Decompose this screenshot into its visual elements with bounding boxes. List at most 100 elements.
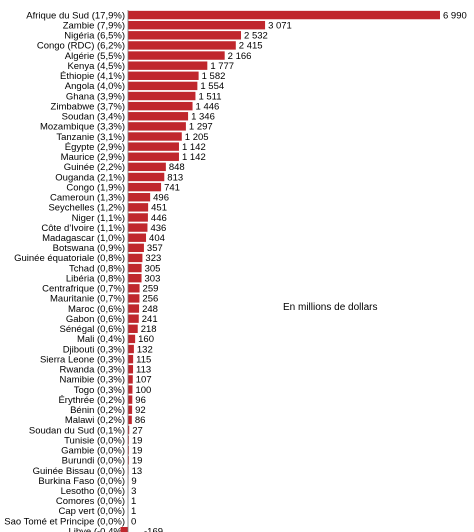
bar [128,243,144,253]
category-label: Gabon (0,6%) [66,314,125,325]
bar [128,10,440,20]
category-label: Guinée équatoriale (0,8%) [14,253,125,264]
value-label: 323 [145,253,161,264]
value-label: 96 [135,395,146,406]
value-label: 357 [147,243,163,254]
value-label: 1 582 [202,71,226,82]
category-label: Angola (4,0%) [65,81,125,92]
bar [128,425,130,435]
category-label: Zambie (7,9%) [63,20,125,31]
category-label: Nigéria (6,5%) [64,31,125,42]
category-label: Seychelles (1,2%) [48,203,125,214]
bar [128,172,165,182]
category-label: Bénin (0,2%) [70,405,125,416]
value-label: 3 [131,486,136,497]
value-label: 27 [132,425,143,436]
bar [128,193,151,202]
bar [128,314,139,323]
category-label: Soudan (3,4%) [62,112,125,123]
category-label: Algérie (5,5%) [65,51,125,62]
category-label: Burundi (0,0%) [62,456,125,467]
value-label: 813 [167,172,183,183]
category-label: Tchad (0,8%) [69,263,125,274]
bar [128,263,142,273]
category-label: Gambie (0,0%) [61,446,125,457]
category-label: Éthiopie (4,1%) [60,71,125,82]
bar [128,20,266,30]
value-label: 19 [132,435,143,446]
category-label: Mauritanie (0,7%) [50,294,125,305]
bar [128,375,133,384]
bar [128,142,179,151]
category-label: Botswana (0,9%) [53,243,125,254]
unit-annotation: En millions de dollars [283,302,378,313]
category-label: Malawi (0,2%) [65,415,125,426]
value-label: 436 [150,223,166,234]
bar [128,122,186,131]
bar [128,112,189,121]
value-label: 3 071 [268,20,292,31]
bar [128,456,129,465]
value-label: 241 [142,314,158,325]
value-label: 305 [145,263,161,274]
bar [120,526,128,532]
value-label: 92 [135,405,146,416]
bar [128,324,138,333]
category-label: Mali (0,4%) [77,334,125,345]
value-label: 13 [132,466,143,477]
category-label: Guinée Bissau (0,0%) [33,466,125,477]
category-label: Côte d'Ivoire (1,1%) [41,223,125,234]
bar [128,446,129,455]
category-label: Ouganda (2,1%) [55,172,125,183]
category-label: Togo (0,3%) [74,385,125,396]
value-label: 1 554 [200,81,224,92]
category-label: Mozambique (3,3%) [40,122,125,133]
value-label: 256 [142,294,158,305]
bar [128,71,199,80]
bar [128,203,149,212]
value-label: 100 [135,385,151,396]
value-label: 259 [143,284,159,295]
category-label: Libye (-0,4%) [69,526,126,532]
category-label: Centrafrique (0,7%) [42,284,125,295]
bar [128,304,140,313]
bar [128,284,140,293]
bar [128,253,143,263]
category-label: Afrique du Sud (17,9%) [26,10,125,21]
value-label: 19 [132,446,143,457]
category-label: Maurice (2,9%) [61,152,125,163]
bar [128,182,162,192]
category-label: Sierra Leone (0,3%) [40,354,125,365]
value-label: 86 [135,415,146,426]
bar [128,354,134,364]
value-label: 160 [138,334,154,345]
category-label: Sao Tomé et Principe (0,0%) [4,516,125,527]
value-label: 741 [164,182,180,193]
value-label: 2 166 [228,51,252,62]
category-label: Érythrée (0,2%) [58,395,125,406]
value-label: 1 [131,506,136,517]
value-label: 446 [151,213,167,224]
category-label: Cap vert (0,0%) [58,506,125,517]
category-label: Guinée (2,2%) [64,162,125,173]
bar [128,385,133,394]
bar [128,91,196,101]
bar [128,61,208,70]
category-label: Burkina Faso (0,0%) [38,476,125,487]
bar [128,435,129,445]
value-label: -169 [144,526,163,532]
category-label: Tunisie (0,0%) [64,435,125,446]
value-label: 1 205 [185,132,209,143]
category-label: Kenya (4,5%) [67,61,125,72]
value-label: 451 [151,203,167,214]
category-label: Madagascar (1,0%) [42,233,125,244]
bar [128,405,133,414]
bar [128,395,133,404]
bar [128,415,132,425]
value-label: 1 777 [210,61,234,72]
value-label: 1 297 [189,122,213,133]
value-label: 2 415 [239,41,263,52]
category-label: Soudan du Sud (0,1%) [29,425,125,436]
bar [128,51,225,60]
